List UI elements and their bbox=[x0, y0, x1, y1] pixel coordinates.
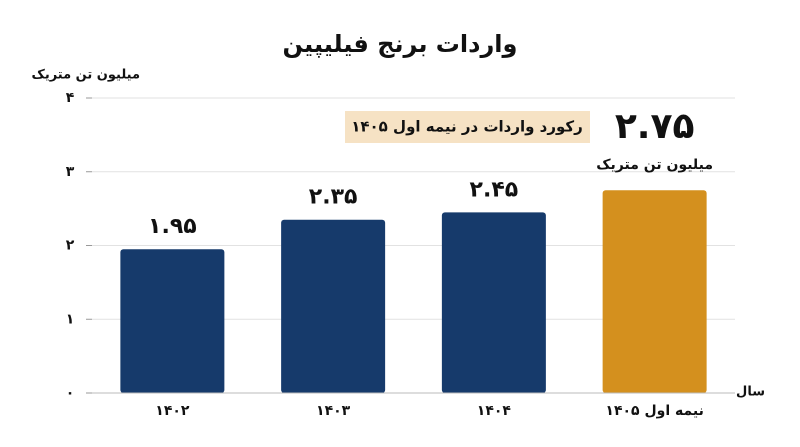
x-tick-label: ۱۴۰۲ bbox=[155, 403, 190, 419]
value-label: ۱.۹۵ bbox=[148, 214, 197, 239]
value-label: ۲.۷۵ bbox=[615, 106, 695, 147]
y-tick-label: ۱ bbox=[66, 311, 75, 327]
value-label: ۲.۴۵ bbox=[470, 177, 519, 202]
bar bbox=[281, 219, 386, 393]
bar bbox=[120, 249, 225, 393]
value-unit: میلیون تن متریک bbox=[596, 157, 713, 173]
value-label: ۲.۳۵ bbox=[309, 185, 358, 210]
x-tick-label: ۱۴۰۴ bbox=[477, 403, 512, 419]
y-tick-label: ۴ bbox=[66, 90, 75, 106]
y-tick-label: ۲ bbox=[66, 238, 75, 254]
x-tick-label: نیمه اول ۱۴۰۵ bbox=[605, 403, 703, 419]
x-axis-label: سال bbox=[736, 385, 765, 400]
y-tick-label: ۰ bbox=[66, 385, 75, 401]
y-axis-label: میلیون تن متریک bbox=[32, 68, 140, 83]
x-tick-label: ۱۴۰۳ bbox=[316, 403, 351, 419]
bar bbox=[602, 190, 707, 393]
annotation: رکورد واردات در نیمه اول ۱۴۰۵ bbox=[351, 118, 583, 136]
y-tick-label: ۳ bbox=[66, 164, 75, 180]
chart-title: واردات برنج فیلیپین bbox=[283, 30, 518, 58]
annotation-box bbox=[345, 111, 590, 143]
bar bbox=[441, 212, 546, 393]
